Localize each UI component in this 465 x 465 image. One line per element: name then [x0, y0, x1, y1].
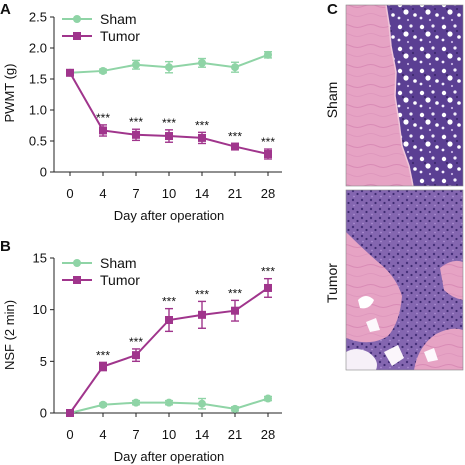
- x-tick-label-b: 14: [195, 427, 209, 442]
- tumor-point-b: [132, 351, 140, 360]
- tumor-point-b: [99, 362, 107, 371]
- legend-tumor-marker-a: [73, 32, 81, 40]
- tumor-point-a: [66, 68, 74, 77]
- tumor-point-b: [165, 316, 173, 324]
- tumor-point-b: [66, 409, 74, 417]
- plot-b: *** *** *** *** *** ***: [66, 265, 275, 417]
- axes-b: 0 5 10 15 0 4 7 10 14 21 28: [33, 251, 282, 442]
- y-axis-label-b: NSF (2 min): [2, 300, 17, 370]
- significance-label-b: ***: [162, 295, 176, 309]
- y-tick-label-b: 15: [33, 251, 47, 266]
- significance-label-a: ***: [96, 111, 110, 125]
- sham-point-a: [132, 60, 140, 69]
- x-tick-label-b: 7: [132, 427, 139, 442]
- tumor-point-a: [264, 150, 272, 159]
- y-tick-label-a: 1.0: [29, 103, 47, 118]
- legend-sham-label-b: Sham: [100, 255, 137, 271]
- y-tick-label-a: 0: [40, 165, 47, 180]
- significance-label-a: ***: [162, 116, 176, 130]
- sham-point-b: [264, 394, 272, 403]
- x-tick-label-a: 10: [162, 186, 176, 201]
- y-tick-label-a: 2.0: [29, 41, 47, 56]
- panel-c: C Sham Tumor: [324, 1, 464, 371]
- x-tick-label-b: 10: [162, 427, 176, 442]
- sham-point-a: [198, 58, 206, 67]
- axes-a: 0 0.5 1.0 1.5 2.0 2.5 0 4 7 10 14 21 28: [29, 10, 282, 201]
- sham-point-b: [231, 404, 239, 413]
- sham-point-a: [231, 63, 239, 72]
- legend-sham-label-a: Sham: [100, 11, 137, 27]
- legend-sham-marker-b: [73, 259, 81, 267]
- panel-letter-a: A: [0, 1, 11, 18]
- significance-label-b: ***: [129, 335, 143, 349]
- y-axis-label-a: PWMT (g): [2, 64, 17, 123]
- significance-label-b: ***: [228, 286, 242, 300]
- x-tick-label-b: 28: [261, 427, 275, 442]
- x-tick-label-b: 21: [228, 427, 242, 442]
- tumor-point-a: [165, 132, 173, 141]
- legend-tumor-label-b: Tumor: [100, 272, 140, 288]
- significance-label-a: ***: [261, 135, 275, 149]
- panel-a: A PWMT (g) Day after operation 0 0.5 1.0 1.…: [0, 1, 282, 223]
- x-tick-label-a: 0: [66, 186, 73, 201]
- sham-point-a: [99, 66, 107, 75]
- significance-label-b: ***: [195, 287, 209, 301]
- x-axis-label-a: Day after operation: [114, 208, 225, 223]
- y-tick-label-b: 0: [40, 406, 47, 421]
- x-tick-label-b: 4: [99, 427, 106, 442]
- x-tick-label-a: 7: [132, 186, 139, 201]
- x-tick-label-a: 14: [195, 186, 209, 201]
- sham-histology-image: [345, 4, 464, 187]
- sham-point-b: [99, 400, 107, 409]
- significance-label-a: ***: [129, 115, 143, 129]
- tumor-point-b: [264, 283, 272, 292]
- panel-letter-b: B: [0, 238, 11, 255]
- x-tick-label-a: 21: [228, 186, 242, 201]
- sham-point-a: [264, 50, 272, 59]
- sham-point-b: [198, 399, 206, 408]
- sham-point-a: [165, 63, 173, 72]
- tumor-point-a: [132, 130, 140, 139]
- significance-label-a: ***: [228, 129, 242, 143]
- tumor-point-a: [198, 133, 206, 142]
- panel-letter-c: C: [327, 1, 338, 18]
- significance-label-b: ***: [261, 265, 275, 279]
- tumor-point-a: [99, 126, 107, 135]
- x-axis-label-b: Day after operation: [114, 449, 225, 464]
- plot-a: *** *** *** *** *** ***: [66, 50, 275, 160]
- tumor-point-b: [231, 306, 239, 315]
- x-tick-label-a: 4: [99, 186, 106, 201]
- sham-point-b: [132, 398, 140, 407]
- significance-label-a: ***: [195, 118, 209, 132]
- tumor-image-label: Tumor: [324, 263, 340, 303]
- sham-image-label: Sham: [324, 82, 340, 119]
- x-tick-label-b: 0: [66, 427, 73, 442]
- y-tick-label-b: 10: [33, 302, 47, 317]
- legend-tumor-marker-b: [73, 276, 81, 284]
- panel-b: B NSF (2 min) Day after operation 0 5 10 15…: [0, 238, 282, 464]
- significance-label-b: ***: [96, 348, 110, 362]
- y-tick-label-a: 0.5: [29, 134, 47, 149]
- y-tick-label-a: 2.5: [29, 10, 47, 25]
- legend-tumor-label-a: Tumor: [100, 28, 140, 44]
- tumor-histology-image: [345, 189, 464, 371]
- x-tick-label-a: 28: [261, 186, 275, 201]
- y-tick-label-b: 5: [40, 354, 47, 369]
- tumor-point-a: [231, 142, 239, 151]
- legend-sham-marker-a: [73, 15, 81, 23]
- sham-point-b: [165, 398, 173, 407]
- tumor-point-b: [198, 310, 206, 319]
- y-tick-label-a: 1.5: [29, 72, 47, 87]
